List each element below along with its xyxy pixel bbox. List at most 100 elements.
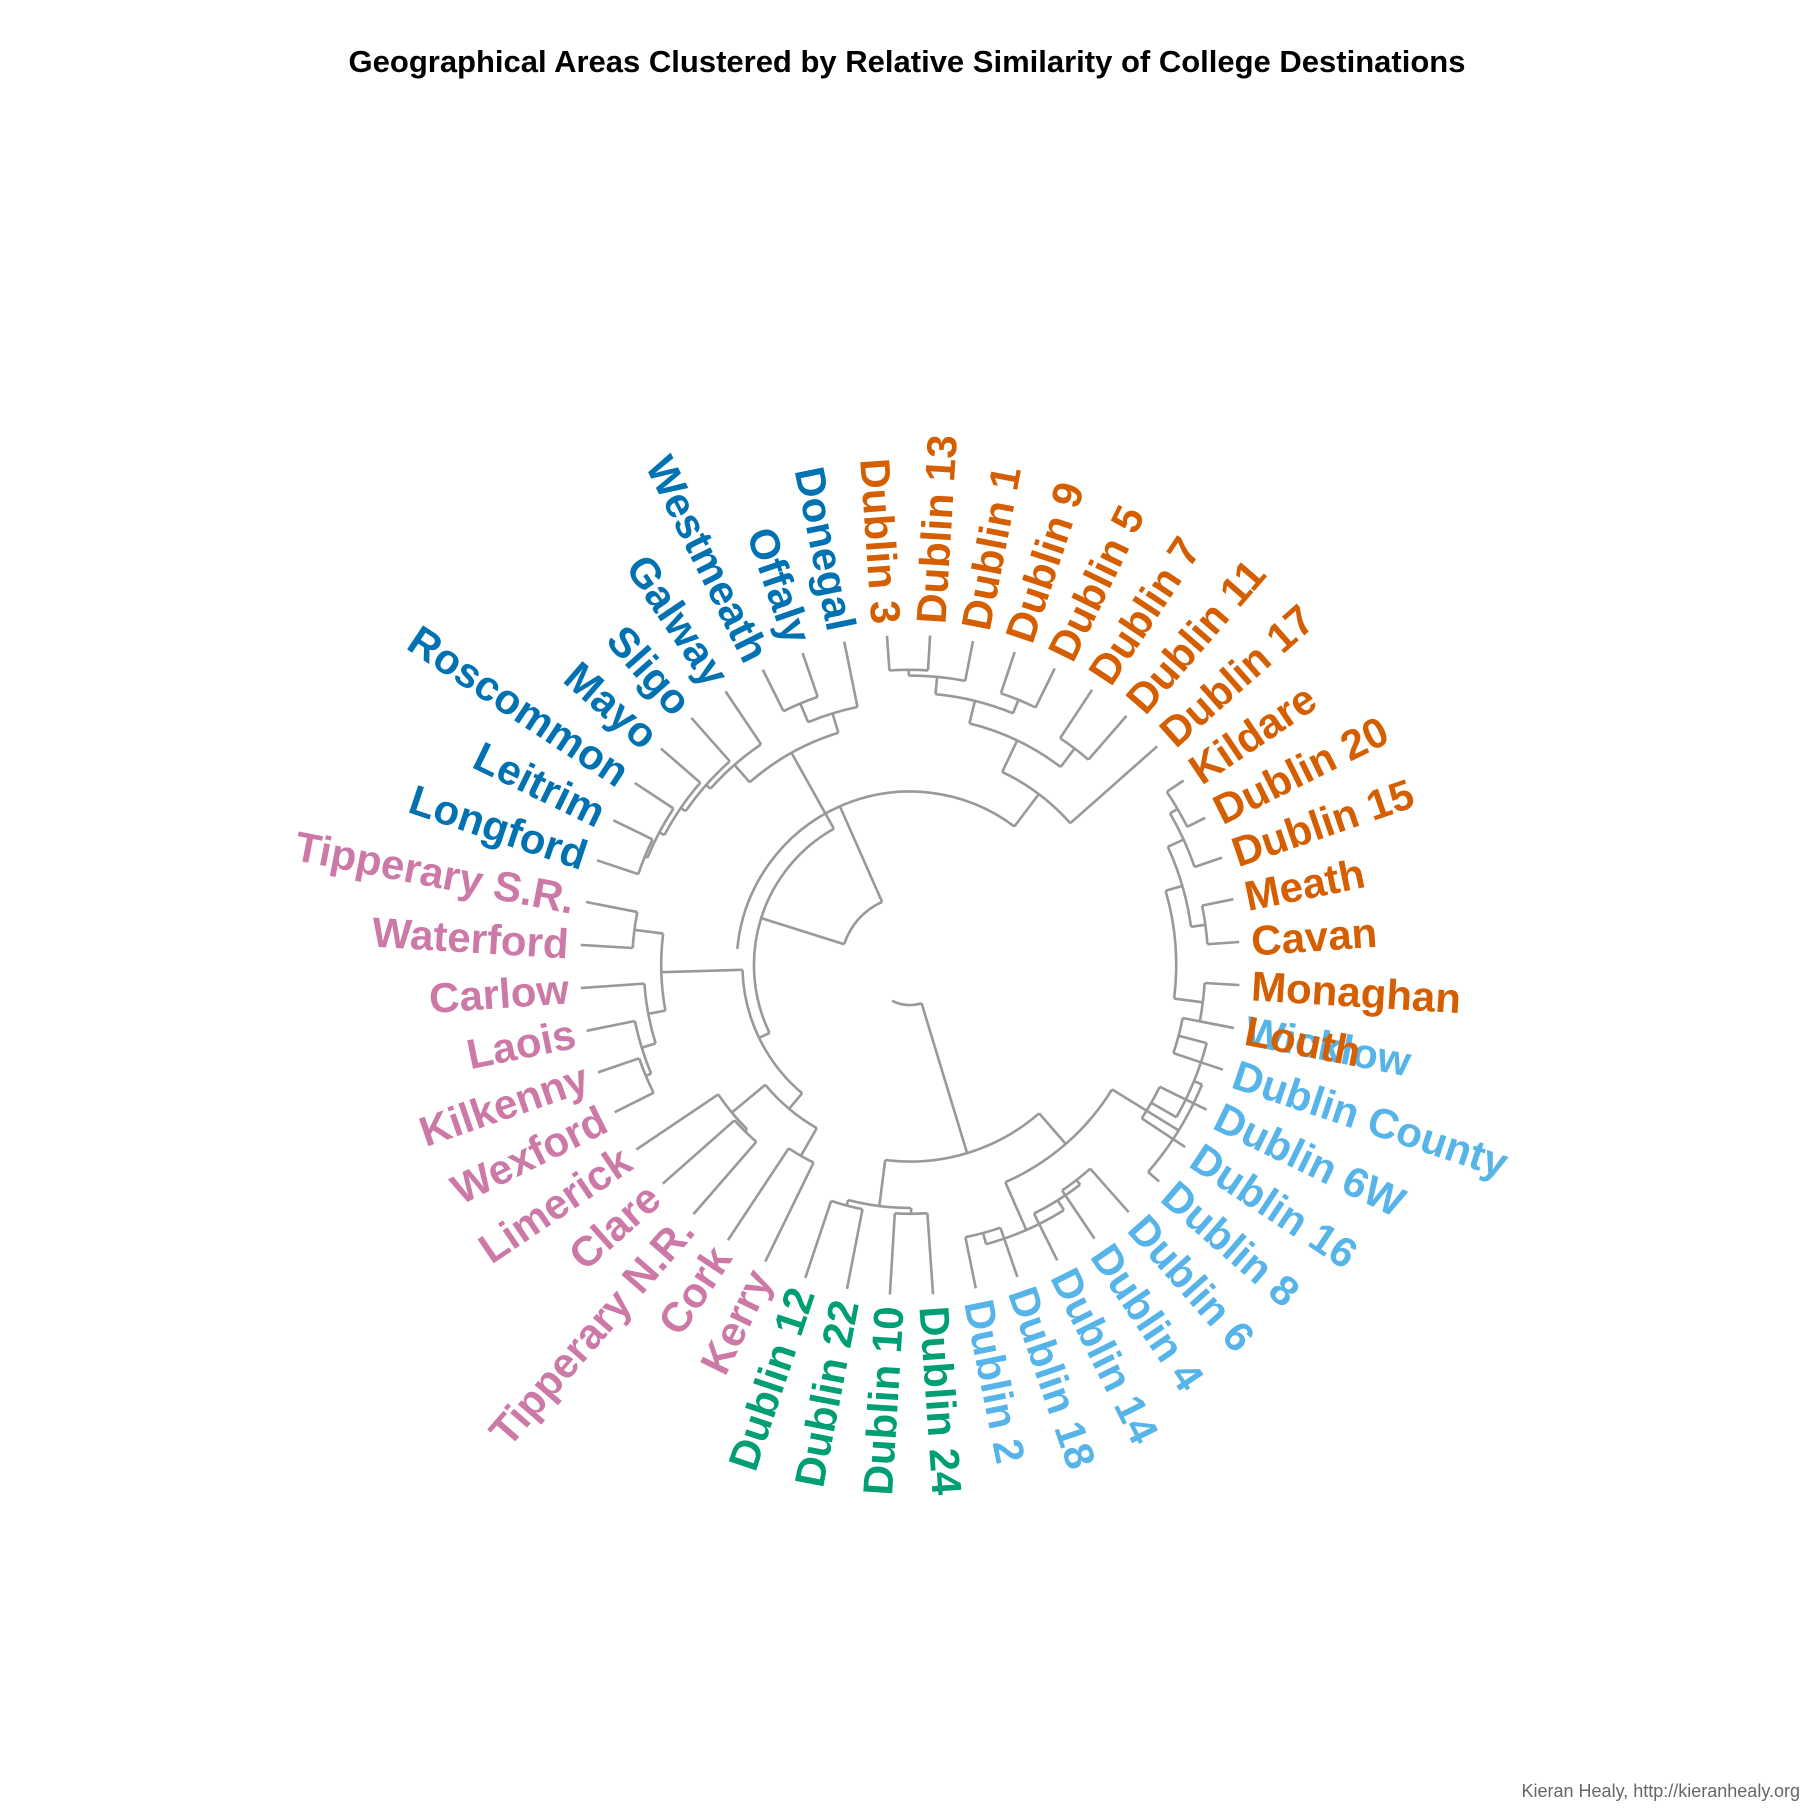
branch-radial [730,1083,767,1114]
branch-radial [1190,923,1206,929]
branch-radial [634,928,664,935]
branch-radial [761,669,785,712]
branch-radial [838,805,884,903]
branch-radial [661,968,743,974]
branch-radial [634,781,675,810]
branch-radial [586,1019,636,1033]
branch-arc [787,1147,815,1164]
branch-arc [736,790,1016,950]
branch-radial [596,859,639,876]
branch-arc [752,827,835,1034]
branch-radial [1201,897,1234,907]
branch-radial [585,900,638,914]
branch-radial [1167,838,1185,848]
branch-radial [760,916,845,946]
branch-arc [1004,1088,1114,1184]
branch-radial [1069,745,1159,825]
branch-radial [999,651,1016,694]
branch-radial [1199,1020,1235,1030]
branch-radial [842,641,859,708]
branch-radial [1059,689,1094,739]
branch-arc [1061,1167,1092,1192]
branch-radial [726,1147,790,1241]
branch-radial [724,690,763,746]
branch-radial [764,1162,815,1263]
credit-text: Kieran Healy, http://kieranhealy.org [1521,1781,1800,1801]
branch-radial [878,1159,887,1207]
branch-radial [1186,816,1206,828]
branch-arc [1164,890,1178,999]
branch-arc [1059,737,1090,761]
branch-arc [935,692,1014,715]
branch-radial [1011,699,1020,714]
leaf-label: Dublin 10 [854,1305,912,1497]
branch-radial [1034,667,1056,709]
branch-radial [644,855,648,859]
branch-arc [637,1057,655,1094]
branch-radial [1178,1034,1208,1045]
branch-radial [934,676,939,695]
branch-radial [1166,779,1185,793]
branch-radial [660,747,702,784]
branch-radial [597,1057,640,1074]
branch-radial [661,1119,736,1185]
branch-radial [733,764,751,784]
branch-radial [1001,739,1019,773]
branch-radial [645,1072,652,1077]
branch-radial [614,1091,655,1114]
branch-radial [641,1042,656,1049]
leaf-label: Waterford [371,909,570,968]
branch-radial [1193,1079,1203,1086]
branch-radial [1032,1213,1059,1261]
leaf-label: Dublin 13 [907,433,965,625]
branch-radial [845,1208,864,1290]
branch-radial [1089,1167,1130,1214]
dendrogram-branches [581,636,1240,1295]
branch-arc [807,705,858,724]
branch-radial [1173,997,1203,1004]
branch-radial [1147,1171,1160,1183]
branch-radial [926,635,932,671]
branch-radial [788,1092,804,1110]
branch-radial [1056,1199,1065,1211]
branch-arc [1175,1042,1208,1118]
branch-arc [842,900,883,945]
branch-radial [963,640,975,682]
branch-radial [1169,807,1179,815]
branch-radial [690,716,731,763]
branch-radial [1061,1189,1096,1240]
branch-radial [964,1236,978,1289]
branch-radial [999,1227,1019,1278]
branch-radial [1204,981,1240,987]
branch-radial [1004,1181,1028,1231]
branch-radial [1087,715,1128,761]
branch-radial [981,1232,988,1245]
branch-radial [758,1031,771,1040]
branch-radial [804,1200,833,1279]
branch-radial [705,783,712,790]
branch-radial [692,1140,758,1215]
diagram-title: Geographical Areas Clustered by Relative… [348,44,1466,79]
branch-radial [799,1127,818,1157]
leaf-label: Dublin 3 [851,457,909,626]
branch-arc [748,731,839,784]
branch-radial [799,702,810,723]
branch-radial [920,1002,969,1154]
branch-radial [1150,1101,1178,1119]
branch-radial [885,635,891,671]
branch-radial [1140,1117,1186,1149]
branch-radial [1059,747,1076,768]
branch-radial [580,943,633,950]
branch-radial [1159,1085,1208,1111]
branch-radial [1194,856,1223,869]
leaf-label: Carlow [427,965,570,1022]
branch-radial [801,652,819,698]
branch-radial [635,1093,719,1151]
branch-radial [790,752,836,830]
branch-radial [1038,1112,1067,1145]
branch-arc [741,969,803,1095]
branch-radial [831,713,840,734]
branch-radial [1013,793,1040,828]
